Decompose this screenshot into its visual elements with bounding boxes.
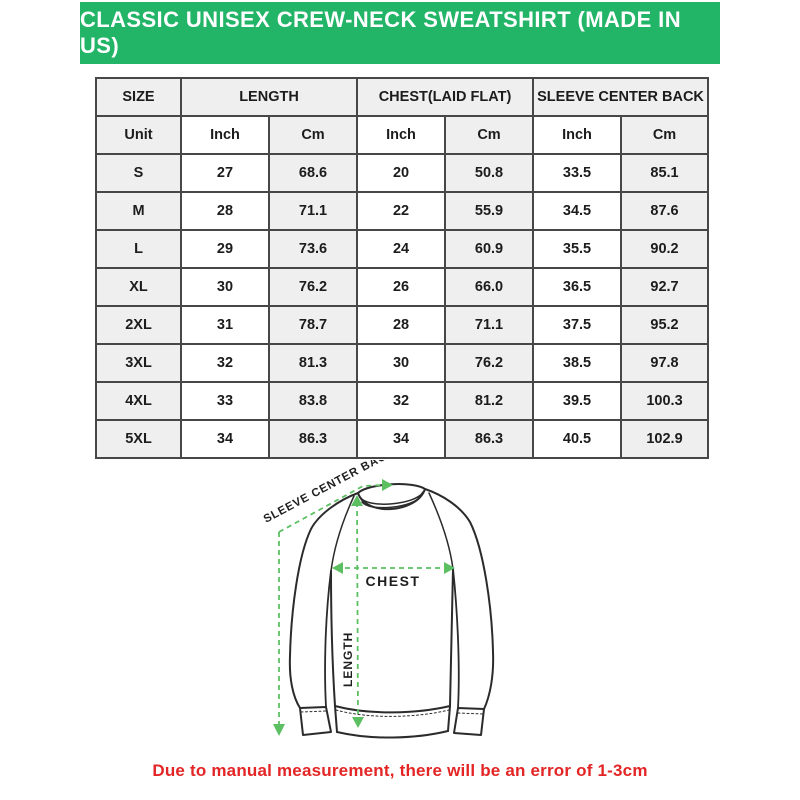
measure-cell: 81.3 xyxy=(267,343,359,383)
chest-label: CHEST xyxy=(366,573,421,589)
size-row: 2XL 31 78.7 28 71.1 37.5 95.2 xyxy=(95,305,710,345)
unit-cell: Cm xyxy=(444,115,535,155)
arrowhead-left-icon xyxy=(332,562,343,574)
size-row: L 29 73.6 24 60.9 35.5 90.2 xyxy=(95,229,710,269)
measure-cell: 20 xyxy=(356,153,447,193)
arrowhead-down-icon xyxy=(273,724,285,736)
size-row: XL 30 76.2 26 66.0 36.5 92.7 xyxy=(95,267,710,307)
measure-cell: 76.2 xyxy=(267,267,359,307)
arrowhead-up-icon xyxy=(351,495,363,506)
measure-cell: 71.1 xyxy=(444,305,535,345)
title-banner: CLASSIC UNISEX CREW-NECK SWEATSHIRT (MAD… xyxy=(80,2,720,64)
measure-cell: 81.2 xyxy=(444,381,535,421)
unit-cell: Inch xyxy=(180,115,270,155)
group-header-row: SIZE LENGTH CHEST(LAID FLAT) SLEEVE CENT… xyxy=(95,77,710,117)
sleeve-center-back-label: SLEEVE CENTER BACK xyxy=(262,460,397,526)
measure-cell: 90.2 xyxy=(620,229,710,269)
measure-cell: 40.5 xyxy=(532,419,623,459)
measure-cell: 33 xyxy=(180,381,270,421)
measure-cell: 97.8 xyxy=(620,343,710,383)
chest-group-header: CHEST(LAID FLAT) xyxy=(356,77,535,117)
measure-cell: 50.8 xyxy=(444,153,535,193)
unit-header-row: Unit Inch Cm Inch Cm Inch Cm xyxy=(95,115,710,155)
measure-cell: 34.5 xyxy=(532,191,623,231)
size-chart-table: SIZE LENGTH CHEST(LAID FLAT) SLEEVE CENT… xyxy=(95,77,710,459)
measure-cell: 28 xyxy=(356,305,447,345)
measure-cell: 73.6 xyxy=(267,229,359,269)
measure-cell: 38.5 xyxy=(532,343,623,383)
measure-cell: 36.5 xyxy=(532,267,623,307)
measure-cell: 34 xyxy=(356,419,447,459)
unit-cell: Inch xyxy=(532,115,623,155)
unit-header-cell: Unit xyxy=(95,115,182,155)
measure-cell: 29 xyxy=(180,229,270,269)
measure-cell: 22 xyxy=(356,191,447,231)
measure-cell: 30 xyxy=(180,267,270,307)
measure-cell: 35.5 xyxy=(532,229,623,269)
unit-cell: Cm xyxy=(267,115,359,155)
size-cell: 4XL xyxy=(95,381,182,421)
measure-cell: 92.7 xyxy=(620,267,710,307)
measurement-disclaimer: Due to manual measurement, there will be… xyxy=(152,761,648,780)
measure-cell: 95.2 xyxy=(620,305,710,345)
measure-cell: 66.0 xyxy=(444,267,535,307)
unit-cell: Cm xyxy=(620,115,710,155)
measure-cell: 102.9 xyxy=(620,419,710,459)
measure-cell: 30 xyxy=(356,343,447,383)
measure-cell: 86.3 xyxy=(444,419,535,459)
measure-cell: 28 xyxy=(180,191,270,231)
arrowhead-right-icon xyxy=(444,562,455,574)
page-title: CLASSIC UNISEX CREW-NECK SWEATSHIRT (MAD… xyxy=(80,7,681,58)
measure-cell: 83.8 xyxy=(267,381,359,421)
size-row: S 27 68.6 20 50.8 33.5 85.1 xyxy=(95,153,710,193)
size-cell: L xyxy=(95,229,182,269)
arrowhead-down-icon xyxy=(352,717,364,728)
measure-cell: 33.5 xyxy=(532,153,623,193)
length-label: LENGTH xyxy=(341,632,355,687)
unit-cell: Inch xyxy=(356,115,447,155)
measure-cell: 100.3 xyxy=(620,381,710,421)
length-line xyxy=(356,501,359,721)
measure-cell: 31 xyxy=(180,305,270,345)
measure-cell: 39.5 xyxy=(532,381,623,421)
measure-cell: 34 xyxy=(180,419,270,459)
size-row: 4XL 33 83.8 32 81.2 39.5 100.3 xyxy=(95,381,710,421)
measure-cell: 26 xyxy=(356,267,447,307)
arrowhead-right-icon xyxy=(382,479,393,491)
size-cell: 2XL xyxy=(95,305,182,345)
size-cell: S xyxy=(95,153,182,193)
measure-cell: 85.1 xyxy=(620,153,710,193)
size-row: M 28 71.1 22 55.9 34.5 87.6 xyxy=(95,191,710,231)
sleeve-center-back-diagonal xyxy=(278,484,385,533)
measure-cell: 37.5 xyxy=(532,305,623,345)
measure-cell: 78.7 xyxy=(267,305,359,345)
size-cell: 3XL xyxy=(95,343,182,383)
size-row: 3XL 32 81.3 30 76.2 38.5 97.8 xyxy=(95,343,710,383)
size-group-header: SIZE xyxy=(95,77,182,117)
size-row: 5XL 34 86.3 34 86.3 40.5 102.9 xyxy=(95,419,710,459)
measure-cell: 32 xyxy=(180,343,270,383)
measure-cell: 27 xyxy=(180,153,270,193)
measure-cell: 71.1 xyxy=(267,191,359,231)
measure-cell: 68.6 xyxy=(267,153,359,193)
measure-cell: 32 xyxy=(356,381,447,421)
size-cell: 5XL xyxy=(95,419,182,459)
sleeve-group-header: SLEEVE CENTER BACK xyxy=(532,77,710,117)
measure-cell: 86.3 xyxy=(267,419,359,459)
measure-cell: 55.9 xyxy=(444,191,535,231)
length-group-header: LENGTH xyxy=(179,77,359,117)
sweatshirt-outline xyxy=(288,483,495,739)
size-cell: M xyxy=(95,191,182,231)
measure-cell: 76.2 xyxy=(444,343,535,383)
measure-cell: 87.6 xyxy=(620,191,710,231)
measure-cell: 24 xyxy=(356,229,447,269)
measure-cell: 60.9 xyxy=(444,229,535,269)
size-cell: XL xyxy=(95,267,182,307)
sweatshirt-measurement-diagram: SLEEVE CENTER BACK CHEST LENGTH xyxy=(262,460,495,739)
